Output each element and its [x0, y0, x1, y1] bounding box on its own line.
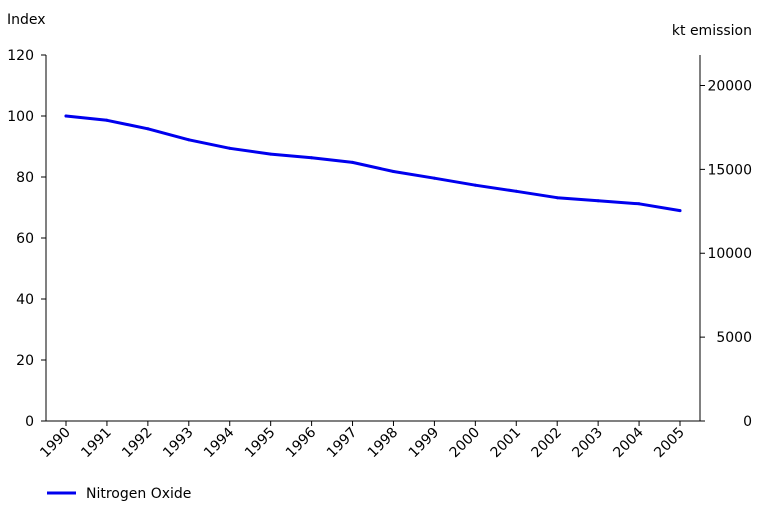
y-axis-right-ticks: 0 5000 10000 15000 20000: [700, 78, 752, 430]
y-left-tick-label: 80: [16, 170, 34, 186]
x-tick-label: 1990: [37, 425, 74, 462]
data-point: [392, 170, 395, 173]
data-point: [310, 156, 314, 160]
series-line-nitrogen-oxide: [64, 114, 682, 213]
x-tick-label: 2002: [529, 425, 566, 462]
data-point: [514, 189, 518, 193]
y-left-tick-label: 0: [25, 414, 34, 430]
x-tick-label: 2003: [569, 425, 606, 462]
data-point: [269, 152, 273, 156]
x-tick-label: 2000: [447, 425, 484, 462]
y-left-tick-label: 20: [16, 353, 34, 369]
x-tick-label: 1994: [201, 424, 238, 461]
data-point: [64, 114, 68, 118]
legend: Nitrogen Oxide: [47, 486, 191, 502]
x-axis-ticks: 1990 1991 1992 1993 1994 1995 1996 1997 1998 1999…: [37, 421, 688, 461]
y-axis-right-title: kt emission: [672, 23, 752, 39]
data-point: [228, 146, 232, 150]
x-tick-label: 2004: [610, 424, 647, 461]
y-axis-left-title: Index: [7, 12, 46, 28]
data-point: [105, 118, 109, 122]
y-left-tick-label: 100: [7, 109, 34, 125]
data-point: [596, 199, 600, 203]
y-left-tick-label: 60: [16, 231, 34, 247]
y-right-tick-label: 0: [743, 414, 752, 430]
y-left-tick-label: 40: [16, 292, 34, 308]
data-point: [146, 127, 150, 131]
y-right-tick-label: 20000: [707, 78, 752, 94]
data-point: [637, 202, 641, 206]
x-tick-label: 1995: [242, 425, 279, 462]
data-point: [555, 196, 559, 200]
x-tick-label: 2005: [651, 425, 688, 462]
x-tick-label: 1998: [365, 425, 402, 462]
x-tick-label: 1999: [406, 425, 443, 462]
data-point: [432, 176, 436, 180]
x-tick-label: 1992: [119, 425, 156, 462]
y-right-tick-label: 10000: [707, 246, 752, 262]
data-point: [473, 183, 477, 187]
y-axis-left-ticks: 0 20 40 60 80 100 120: [7, 48, 46, 430]
y-left-tick-label: 120: [7, 48, 34, 64]
data-point: [678, 209, 682, 213]
x-tick-label: 1991: [78, 425, 115, 462]
y-right-tick-label: 15000: [707, 162, 752, 178]
x-tick-label: 1997: [324, 425, 361, 462]
axes: [45, 55, 701, 422]
x-tick-label: 2001: [488, 425, 525, 462]
legend-label-nitrogen-oxide: Nitrogen Oxide: [86, 486, 191, 502]
series-layer: [64, 114, 682, 213]
data-point: [187, 138, 191, 142]
x-tick-label: 1993: [160, 425, 197, 462]
data-point: [351, 160, 354, 164]
x-tick-label: 1996: [283, 424, 320, 461]
y-right-tick-label: 5000: [716, 330, 752, 346]
